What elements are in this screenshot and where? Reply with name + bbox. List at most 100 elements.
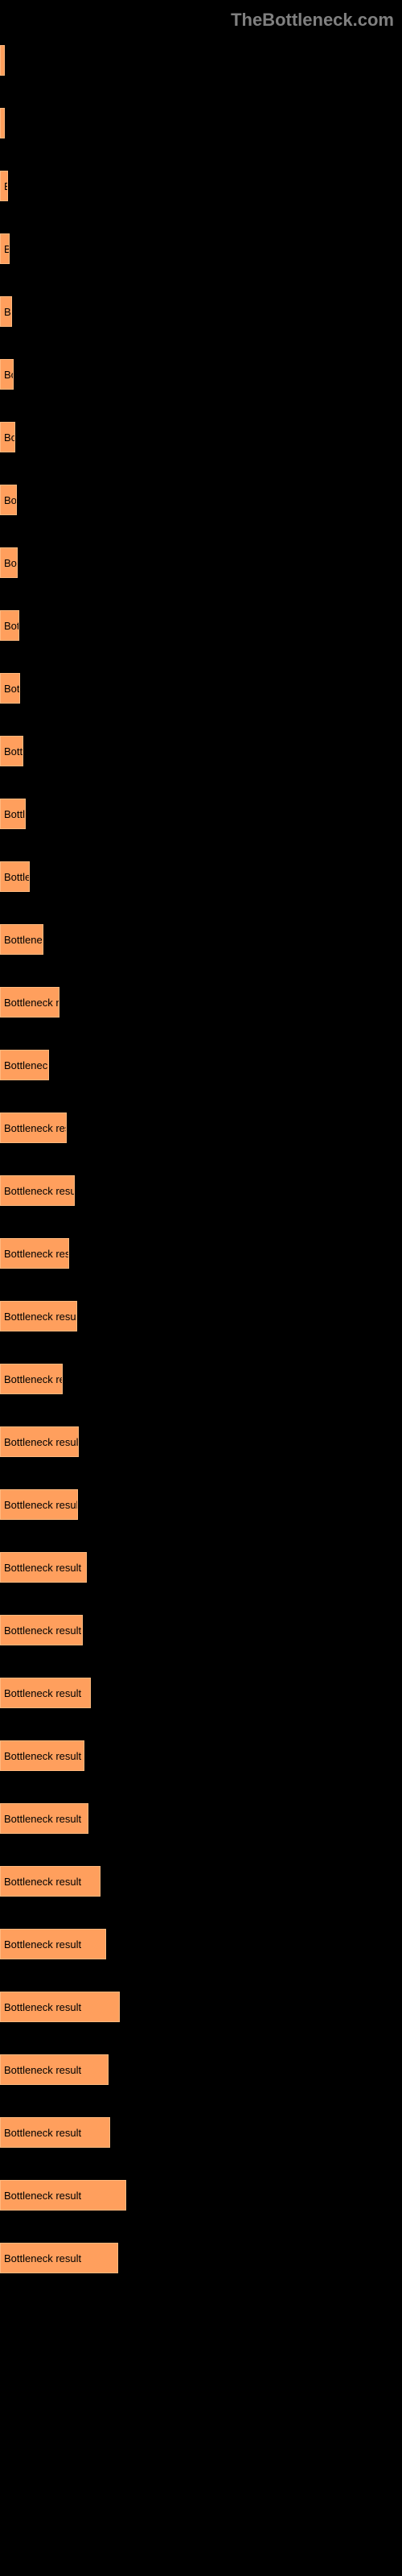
bar-row: Bottleneck resu [0, 1113, 394, 1143]
bar: Bottleneck re [0, 987, 59, 1018]
bar-row: Bottleneck result [0, 1929, 394, 1959]
bar-wrapper: Bottleneck result [0, 1803, 394, 1834]
bar-row [0, 45, 394, 76]
bar-wrapper: Bottleneck [0, 1050, 394, 1080]
bar-wrapper: Bottleneck result [0, 1175, 394, 1206]
bar: Bottleneck result [0, 1552, 87, 1583]
bar-row: Bottleneck result [0, 1678, 394, 1708]
bar: Bottleneck result [0, 2054, 109, 2085]
bar: Bottleneck resu [0, 1238, 69, 1269]
bar-row: Bottleneck result [0, 2180, 394, 2211]
bar-wrapper: Bottleneck result [0, 1866, 394, 1897]
bar: Bottleneck result [0, 1489, 78, 1520]
bar: Bottleneck result [0, 1426, 79, 1457]
bar-row: Bottle [0, 799, 394, 829]
bar-row: Bottleneck result [0, 1552, 394, 1583]
bar: Bottleneck result [0, 1678, 91, 1708]
bar: Bottle [0, 861, 30, 892]
bar-wrapper: Bo [0, 296, 394, 327]
bar-wrapper: Bottleneck result [0, 2117, 394, 2148]
bar-wrapper: Bottleneck result [0, 2180, 394, 2211]
bar-wrapper: B [0, 233, 394, 264]
bar-row: Bot [0, 547, 394, 578]
bar-row: Bottleneck re [0, 987, 394, 1018]
bar-wrapper: Bottleneck result [0, 1552, 394, 1583]
bar: Bo [0, 485, 17, 515]
bar: Bottleneck result [0, 1740, 84, 1771]
bar: Bottleneck result [0, 1929, 106, 1959]
bar-wrapper [0, 45, 394, 76]
bar: B [0, 171, 8, 201]
bar-row: Bo [0, 422, 394, 452]
bar: Bottleneck result [0, 1175, 75, 1206]
bar-wrapper: Bottleneck result [0, 1740, 394, 1771]
bar-wrapper: Bo [0, 485, 394, 515]
bar: Bott [0, 673, 20, 704]
bar-wrapper: Bottle [0, 736, 394, 766]
bar: Bo [0, 422, 15, 452]
bar-row: Bottleneck [0, 1050, 394, 1080]
bar-wrapper: Bo [0, 422, 394, 452]
bar-wrapper: Bottle [0, 799, 394, 829]
bar: Bottle [0, 736, 23, 766]
bar-row: Bo [0, 359, 394, 390]
bar-row: B [0, 171, 394, 201]
bar-row: Bottleneck resu [0, 1238, 394, 1269]
bar: Bottlenec [0, 924, 43, 955]
bar-wrapper: Bottleneck result [0, 1678, 394, 1708]
bar-wrapper: Bottlenec [0, 924, 394, 955]
bar-row: Bottleneck result [0, 2054, 394, 2085]
bar: Bottleneck result [0, 1615, 83, 1645]
bar-wrapper: Bot [0, 610, 394, 641]
bar-row: Bot [0, 610, 394, 641]
bar-row: Bottleneck result [0, 1489, 394, 1520]
bar-row: Bottle [0, 736, 394, 766]
bar-row: B [0, 233, 394, 264]
bar-row: Bottleneck result [0, 1426, 394, 1457]
bar-row: Bottleneck result [0, 2117, 394, 2148]
bar-row: Bottlenec [0, 924, 394, 955]
watermark-text: TheBottleneck.com [231, 10, 394, 31]
bar-row: Bottleneck result [0, 1301, 394, 1331]
bar: Bottleneck result [0, 2117, 110, 2148]
bar-row: Bottleneck result [0, 1615, 394, 1645]
bar: Bottleneck result [0, 1301, 77, 1331]
bar-row: Bottleneck result [0, 1803, 394, 1834]
bar: Bo [0, 296, 12, 327]
bar-row: Bottleneck result [0, 2243, 394, 2273]
bar-wrapper: Bott [0, 673, 394, 704]
bar-wrapper: Bottleneck result [0, 1992, 394, 2022]
bar-row: Bottleneck result [0, 1992, 394, 2022]
bar [0, 108, 5, 138]
bar: Bot [0, 610, 19, 641]
bar-row: Bott [0, 673, 394, 704]
bar: B [0, 233, 10, 264]
bar-wrapper: Bottleneck re [0, 987, 394, 1018]
bar-row: Bottle [0, 861, 394, 892]
bar-wrapper: Bottleneck result [0, 2243, 394, 2273]
bar: Bot [0, 547, 18, 578]
bar-row: Bo [0, 485, 394, 515]
bar: Bottleneck resu [0, 1113, 67, 1143]
bar-row [0, 108, 394, 138]
bar-wrapper: Bot [0, 547, 394, 578]
bar: Bottle [0, 799, 26, 829]
bar: Bo [0, 359, 14, 390]
bar-wrapper: Bottleneck result [0, 1426, 394, 1457]
bar-wrapper: Bottleneck resu [0, 1113, 394, 1143]
bar-wrapper: Bottleneck resu [0, 1238, 394, 1269]
bar-wrapper: Bottleneck result [0, 1929, 394, 1959]
bar-row: Bottleneck result [0, 1740, 394, 1771]
bar: Bottleneck result [0, 2243, 118, 2273]
bar-wrapper [0, 108, 394, 138]
bar-wrapper: Bottleneck result [0, 1489, 394, 1520]
bar-row: Bottleneck re [0, 1364, 394, 1394]
bar: Bottleneck result [0, 2180, 126, 2211]
bar: Bottleneck result [0, 1803, 88, 1834]
bar: Bottleneck [0, 1050, 49, 1080]
bar-wrapper: Bottleneck result [0, 1615, 394, 1645]
bar-wrapper: Bottleneck result [0, 1301, 394, 1331]
bar-wrapper: Bottle [0, 861, 394, 892]
bar-wrapper: Bo [0, 359, 394, 390]
bar-wrapper: B [0, 171, 394, 201]
